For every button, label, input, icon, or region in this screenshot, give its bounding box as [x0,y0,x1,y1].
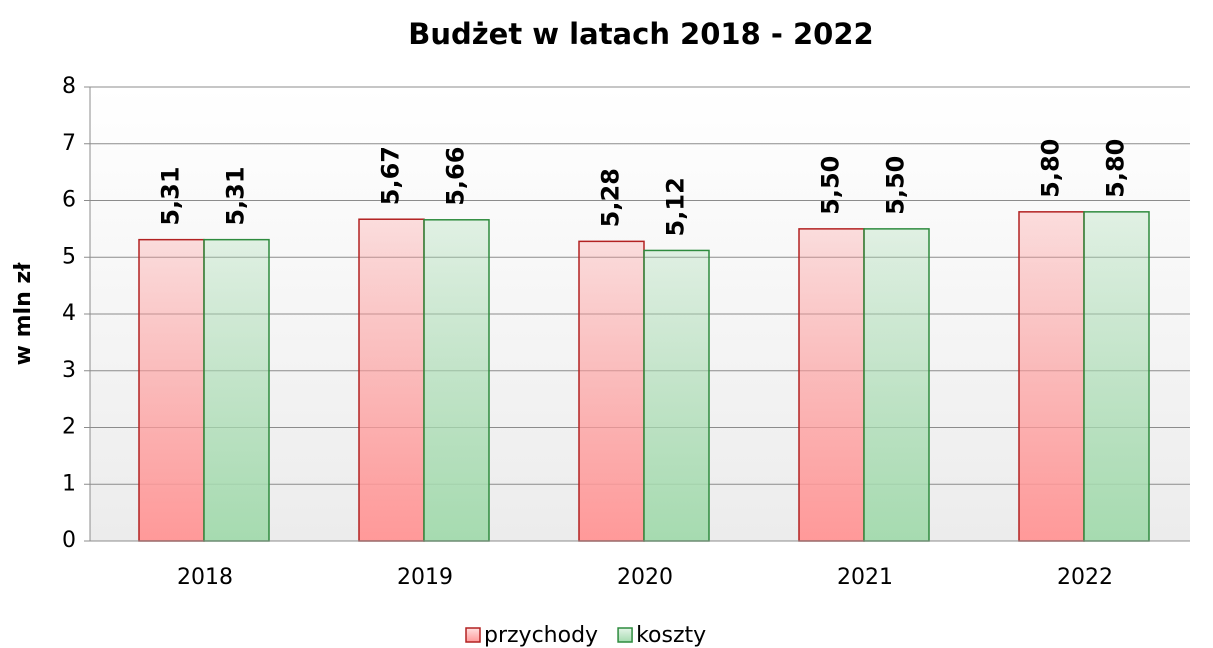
y-tick-label: 5 [62,244,76,269]
legend-swatch [465,627,481,643]
value-label: 5,31 [157,166,185,225]
x-tick-label: 2020 [617,565,673,590]
y-tick-label: 0 [62,528,76,553]
value-label: 5,12 [662,177,690,236]
legend-label: przychody [484,623,598,648]
value-label: 5,50 [882,156,910,215]
y-tick-label: 6 [62,188,76,213]
legend-swatch [617,627,633,643]
value-label: 5,31 [222,166,250,225]
value-label: 5,80 [1102,139,1130,198]
y-tick-label: 3 [62,358,76,383]
bar [138,238,205,542]
value-label: 5,80 [1037,139,1065,198]
bar [423,219,490,542]
value-label: 5,50 [817,156,845,215]
value-label: 5,67 [377,146,405,205]
bar [358,218,425,542]
x-tick-label: 2022 [1057,565,1113,590]
value-label: 5,66 [442,147,470,206]
bar [798,228,865,542]
y-tick-label: 7 [62,131,76,156]
bar [1018,211,1085,542]
bar [863,228,930,542]
y-tick-label: 4 [62,301,76,326]
bar [578,240,645,542]
y-tick-label: 8 [62,74,76,99]
value-label: 5,28 [597,168,625,227]
chart-title: Budżet w latach 2018 - 2022 [408,17,873,51]
bar [203,238,270,542]
x-tick-label: 2019 [397,565,453,590]
bar [643,249,710,542]
y-tick-label: 1 [62,471,76,496]
x-tick-label: 2018 [177,565,233,590]
bar [1083,211,1150,542]
x-tick-label: 2021 [837,565,893,590]
y-axis-label: w mln zł [11,262,36,366]
legend-label: koszty [636,623,706,648]
y-tick-label: 2 [62,415,76,440]
